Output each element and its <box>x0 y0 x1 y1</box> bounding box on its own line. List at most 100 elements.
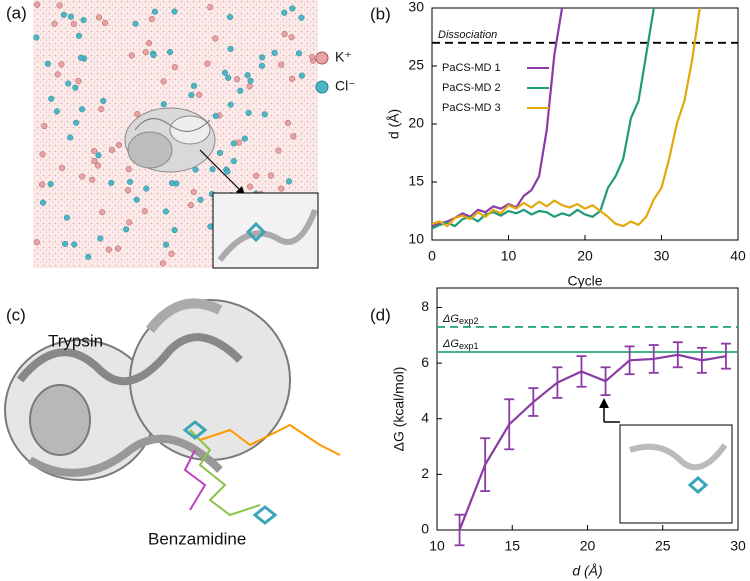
cl-ion <box>207 223 214 230</box>
k-ion <box>125 166 132 173</box>
cl-ion <box>100 97 107 105</box>
error-bar <box>696 346 707 374</box>
cl-ion <box>209 166 216 173</box>
x-tick-label: 10 <box>429 538 445 554</box>
series-line <box>458 353 727 531</box>
cl-ion <box>72 84 79 91</box>
cl-ion <box>259 54 266 61</box>
k-ion <box>41 123 48 130</box>
k-ion <box>278 61 285 68</box>
cl-ion <box>171 8 178 15</box>
k-ion <box>168 250 175 257</box>
inset-ligand <box>245 221 267 243</box>
k-ion <box>290 133 297 140</box>
reference-label-main: ΔG <box>442 313 459 325</box>
cl-ion <box>227 45 234 52</box>
panel-label: (d) <box>370 305 391 324</box>
cl-ion <box>295 50 302 57</box>
reference-label: Dissociation <box>438 29 497 41</box>
x-tick-label: 20 <box>580 538 596 554</box>
k-ion <box>51 20 58 27</box>
error-bar <box>672 341 683 369</box>
k-ion <box>190 189 197 196</box>
cl-ion <box>168 180 176 187</box>
cl-ion <box>227 14 234 21</box>
legend-label: PaCS-MD 2 <box>442 82 501 94</box>
k-ion <box>99 209 106 216</box>
cl-ion <box>237 87 244 94</box>
y-tick-label: 25 <box>408 57 424 73</box>
cl-ion <box>62 240 69 247</box>
cl-ion <box>65 80 72 87</box>
cl-ion <box>258 62 266 69</box>
k-ion <box>246 183 253 190</box>
panel-c: (c) Trypsin Benzamidine <box>4 298 341 548</box>
inset <box>212 192 319 269</box>
y-tick-label: 15 <box>408 173 424 189</box>
reference-label-sub: exp2 <box>459 316 479 326</box>
cl-ion <box>289 5 296 12</box>
reference-label: ΔGexp2 <box>442 313 478 326</box>
cl-ion <box>162 208 169 215</box>
panel-a: (a) K⁺ Cl⁻ <box>6 0 356 269</box>
cl-ion <box>77 54 84 61</box>
k-ion <box>253 172 260 179</box>
cl-ion <box>53 108 60 115</box>
cl-ion <box>224 168 231 175</box>
k-ion <box>58 164 66 171</box>
cl-ion <box>133 196 140 203</box>
cl-ion <box>71 241 78 248</box>
k-ion <box>267 172 275 179</box>
k-ion <box>39 151 46 158</box>
error-bar <box>528 387 539 417</box>
cl-ion <box>48 95 55 102</box>
k-ion <box>160 78 167 85</box>
y-tick-label: 0 <box>421 521 429 537</box>
k-ion <box>309 53 316 60</box>
legend-label: PaCS-MD 3 <box>442 102 501 114</box>
y-axis-label: ΔG (kcal/mol) <box>391 367 407 452</box>
k-ion <box>89 176 96 183</box>
k-ion <box>94 162 102 169</box>
k-ion <box>288 75 296 82</box>
cl-ion <box>143 185 150 192</box>
y-tick-label: 20 <box>408 115 424 131</box>
cl-ion <box>33 34 40 41</box>
cl-ion <box>227 101 234 108</box>
k-ion <box>70 20 77 28</box>
error-bar <box>504 398 515 451</box>
inset-d <box>599 398 733 524</box>
cl-ion <box>171 227 178 234</box>
cl-ion <box>132 20 139 27</box>
inset-ribbon <box>217 208 318 262</box>
k-ion <box>34 1 41 8</box>
error-bar <box>552 366 563 399</box>
y-tick-label: 30 <box>408 0 424 15</box>
cl-ion <box>271 49 278 56</box>
k-icon <box>315 51 329 65</box>
y-tick-label: 6 <box>421 354 429 370</box>
cl-ion <box>212 112 219 120</box>
cl-ion <box>244 72 251 79</box>
cl-ion <box>67 13 74 20</box>
panel-label: (c) <box>6 305 26 324</box>
cl-ion <box>221 69 228 76</box>
cl-ion <box>298 14 305 21</box>
k-ion <box>101 19 109 26</box>
series-line <box>431 7 701 228</box>
k-ion <box>141 208 148 215</box>
cl-ion <box>245 109 252 116</box>
error-bar <box>454 513 465 547</box>
k-ion <box>284 119 292 127</box>
cl-ion <box>163 241 170 248</box>
cl-ion <box>63 214 70 221</box>
k-ion <box>108 146 116 153</box>
x-tick-label: 20 <box>577 248 593 264</box>
k-ion <box>116 141 123 148</box>
panel-label: (a) <box>6 3 27 22</box>
cl-ion <box>285 178 293 185</box>
error-bar <box>576 355 587 388</box>
reference-label-main: ΔG <box>442 338 459 350</box>
k-ion <box>288 34 295 41</box>
